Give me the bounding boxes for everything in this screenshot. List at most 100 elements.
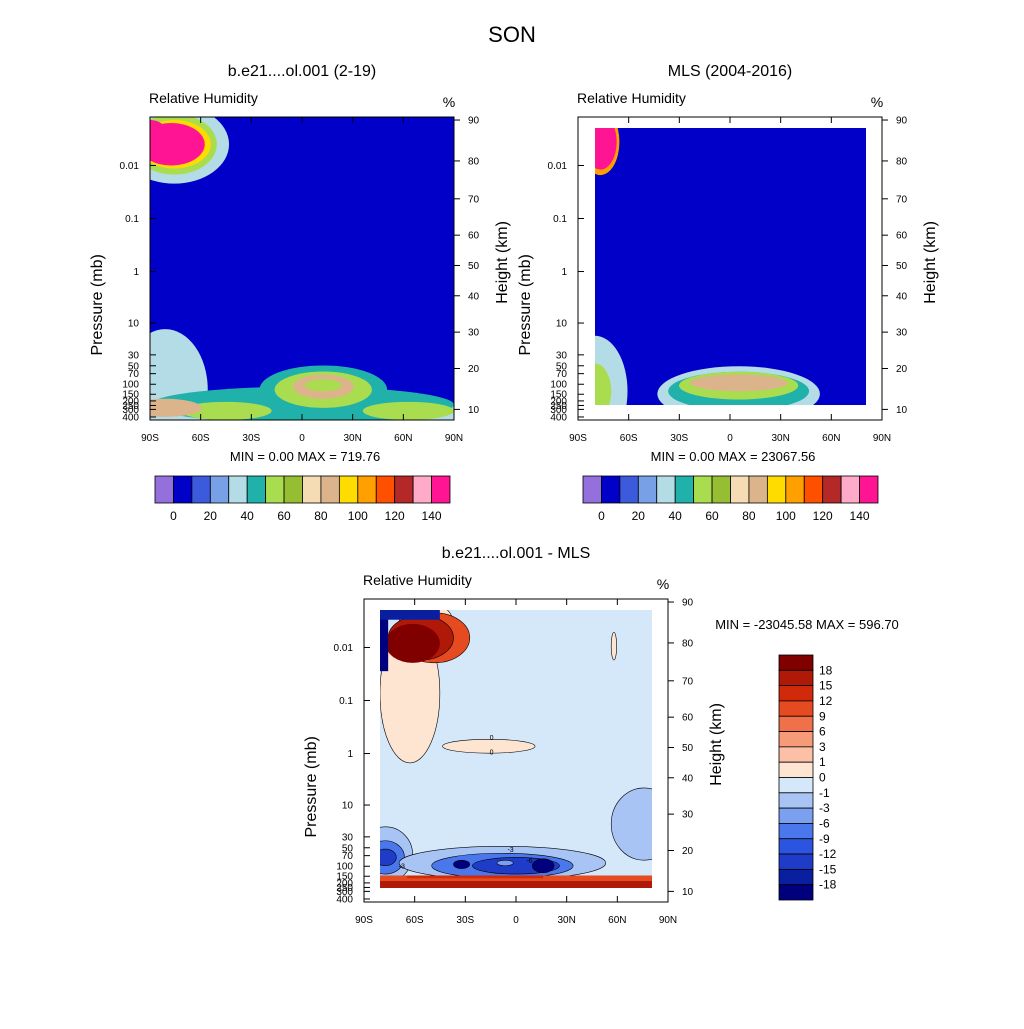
field-blob xyxy=(496,859,514,867)
colorbar-label: 80 xyxy=(314,509,328,523)
y-tick-label: 50 xyxy=(128,361,140,372)
height-tick-label: 70 xyxy=(682,676,694,687)
colorbar-box xyxy=(778,823,814,840)
colorbar-box xyxy=(154,475,174,504)
contour-label: -3 xyxy=(399,864,405,871)
y-tick-label: 50 xyxy=(342,843,354,854)
y-tick-label: 200 xyxy=(122,396,139,407)
y-tick-label: 0.1 xyxy=(125,214,139,225)
x-tick-label: 0 xyxy=(299,433,305,444)
field-band xyxy=(407,875,544,879)
field-blob xyxy=(362,401,454,420)
colorbar-label: 40 xyxy=(669,509,683,523)
field-band xyxy=(380,881,652,888)
y-tick-label: 0.1 xyxy=(553,214,567,225)
data-field-inner xyxy=(595,128,866,405)
height-tick-label: 50 xyxy=(682,743,694,754)
colorbar-box xyxy=(785,475,805,504)
x-tick-label: 60N xyxy=(394,433,412,444)
y-axis-label: Pressure (mb) xyxy=(89,254,106,355)
field-blob xyxy=(305,379,342,392)
y-tick-label: 400 xyxy=(336,894,353,905)
height-tick-label: 30 xyxy=(896,328,908,339)
colorbar-label: -9 xyxy=(819,832,830,846)
colorbar-label: 40 xyxy=(241,509,255,523)
field-blob xyxy=(595,363,612,405)
colorbar-box xyxy=(173,475,193,504)
y-tick-label: 300 xyxy=(122,405,139,416)
colorbar-box xyxy=(778,669,814,687)
contour-label: 0 xyxy=(490,750,494,757)
colorbar-label: 100 xyxy=(776,509,796,523)
colorbar-box xyxy=(246,475,267,504)
field-blob xyxy=(610,631,617,661)
height-tick-label: 50 xyxy=(896,261,908,272)
field-blob xyxy=(453,859,471,869)
colorbar-box xyxy=(778,685,814,702)
colorbar-box xyxy=(302,475,322,504)
colorbar-box xyxy=(778,715,814,732)
y-tick-label: 400 xyxy=(122,412,139,423)
y-axis-label: Pressure (mb) xyxy=(517,254,534,355)
field-blob xyxy=(532,858,555,874)
height-tick-label: 70 xyxy=(896,194,908,205)
colorbar-label: 120 xyxy=(813,509,833,523)
colorbar-box xyxy=(357,475,377,504)
field-blob xyxy=(595,128,617,170)
colorbar-label: 3 xyxy=(819,740,826,754)
colorbar-box xyxy=(778,838,814,855)
height-tick-label: 80 xyxy=(468,156,480,167)
colorbar-box xyxy=(778,777,814,794)
left-string: Relative Humidity xyxy=(577,90,686,106)
field-blob xyxy=(689,374,788,392)
colorbar-label: 0 xyxy=(598,509,605,523)
colorbar-label: 20 xyxy=(204,509,218,523)
height-tick-label: 40 xyxy=(682,773,694,784)
y-tick-label: 70 xyxy=(342,851,354,862)
y-tick-label: 150 xyxy=(550,390,567,401)
colorbar-box xyxy=(375,475,396,504)
colorbar-label: 6 xyxy=(819,725,826,739)
colorbar-box xyxy=(582,475,602,504)
height-tick-label: 20 xyxy=(682,846,694,857)
contour-label: -3 xyxy=(507,847,513,854)
colorbar-box xyxy=(693,475,713,504)
colorbar-box xyxy=(191,475,211,504)
field-blob xyxy=(150,398,202,417)
height-tick-label: 60 xyxy=(468,231,480,242)
y-tick-label: 0.01 xyxy=(120,161,140,172)
field-blob xyxy=(442,738,536,754)
height-tick-label: 90 xyxy=(896,116,908,127)
field-blob xyxy=(150,123,205,166)
contour-label: 0 xyxy=(490,735,494,742)
colorbar-box xyxy=(265,475,285,504)
height-tick-label: 30 xyxy=(682,810,694,821)
x-tick-label: 90N xyxy=(873,433,891,444)
y-tick-label: 150 xyxy=(122,390,139,401)
y-tick-label: 100 xyxy=(122,380,139,391)
y-tick-label: 30 xyxy=(556,350,568,361)
colorbar-label: 15 xyxy=(819,679,833,693)
y-tick-label: 0.01 xyxy=(548,161,568,172)
panel-1: b.e21....ol.001 (2-19) Relative Humidity%… xyxy=(89,63,511,523)
unit-label: % xyxy=(443,94,455,110)
field-band xyxy=(380,610,389,672)
height-tick-label: 10 xyxy=(468,405,480,416)
x-tick-label: 30N xyxy=(557,915,575,926)
panel-3: b.e21....ol.001 - MLS Relative Humidity % 9… xyxy=(303,545,899,926)
colorbar-box xyxy=(320,475,340,504)
y-tick-label: 50 xyxy=(556,361,568,372)
colorbar-box xyxy=(778,807,814,824)
colorbar-label: -3 xyxy=(819,801,830,815)
x-tick-label: 30N xyxy=(343,433,361,444)
height-tick-label: 70 xyxy=(468,194,480,205)
x-tick-label: 90N xyxy=(659,915,677,926)
y-tick-label: 30 xyxy=(128,350,140,361)
data-field-inner xyxy=(150,117,454,420)
colorbar-box xyxy=(283,475,303,504)
colorbar-box xyxy=(840,475,860,504)
y-tick-label: 10 xyxy=(128,319,140,330)
colorbar-box xyxy=(711,475,731,504)
